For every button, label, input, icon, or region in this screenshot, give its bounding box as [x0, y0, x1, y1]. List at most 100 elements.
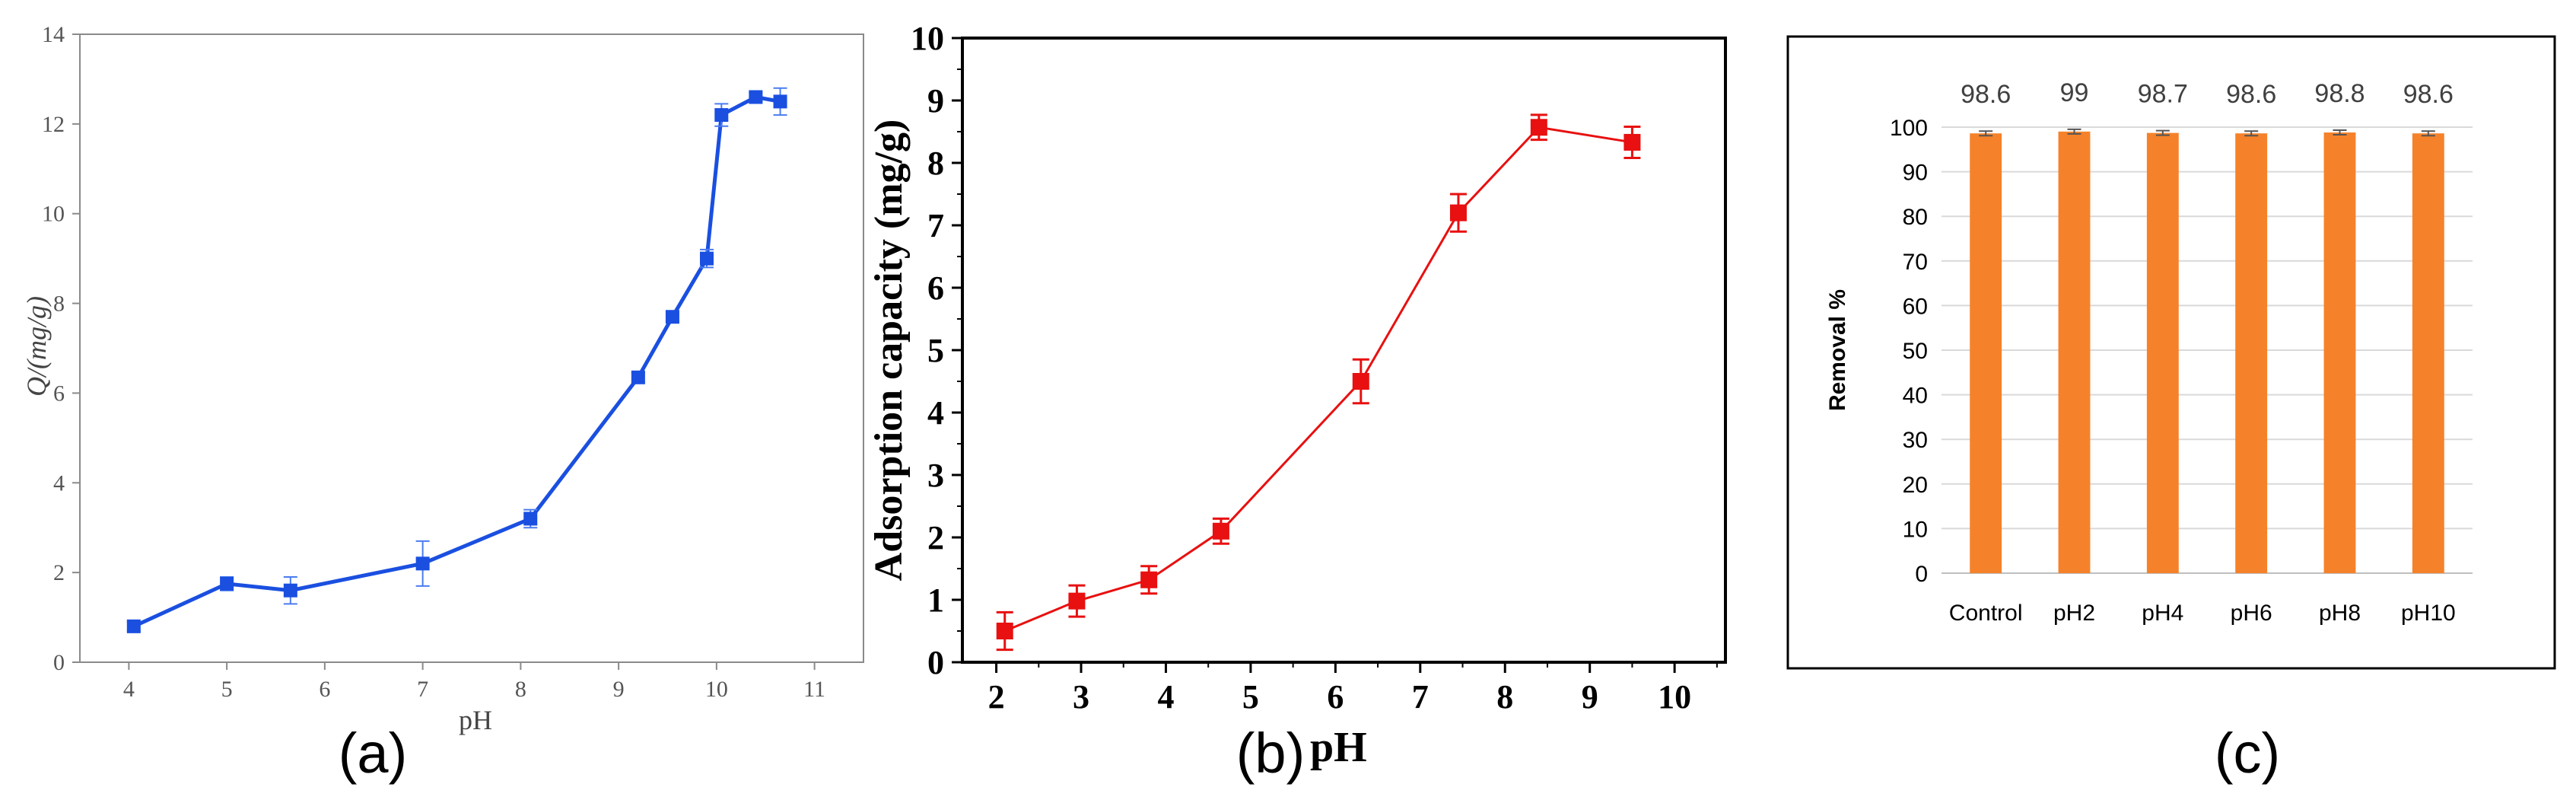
- panel-b-y-tick-label: 10: [911, 20, 944, 57]
- panel-a-y-tick-label: 8: [53, 292, 65, 317]
- panel-c-bar: [2235, 133, 2268, 574]
- panel-c-data-label: 98.8: [2314, 79, 2365, 108]
- panel-a-data-point: [749, 90, 763, 104]
- panel-b-y-axis-label: Adsorption capacity (mg/g): [867, 120, 911, 582]
- panel-c-x-tick-label: pH6: [2231, 601, 2272, 626]
- panel-b-x-tick-label: 10: [1658, 678, 1691, 716]
- panel-a-ticks: 4 5 6 7 8 9 10 11 0 2 4 6 8 10 12 14: [42, 22, 825, 702]
- panel-c-bar: [2146, 132, 2179, 574]
- panel-b-x-tick-label: 3: [1073, 678, 1089, 716]
- panel-c-y-tick-label: 10: [1903, 517, 1928, 542]
- panel-c-data-label: 98.6: [2226, 80, 2276, 109]
- panel-a-y-axis-label: Q/(mg/g): [21, 296, 52, 397]
- panel-c-chart: 98.6 99 98.7 98.6 98.8 98.6 0 10 20 30 40 50 60 70 80…: [1786, 35, 2556, 785]
- panel-c-x-tick-label: pH8: [2319, 601, 2361, 626]
- panel-b-y-tick-label: 1: [927, 582, 944, 619]
- panel-c-error-bar: [2067, 128, 2081, 135]
- panel-c-data-label: 98.7: [2138, 80, 2188, 109]
- panel-a-data-point: [773, 94, 787, 109]
- panel-c-bar: [2058, 131, 2091, 574]
- panel-a-y-tick-label: 0: [53, 650, 65, 675]
- panel-c-y-tick-label: 60: [1903, 294, 1928, 319]
- panel-c-gridlines: [1942, 126, 2473, 574]
- panel-a-y-tick-label: 6: [53, 381, 65, 406]
- panel-b-x-tick-label: 9: [1582, 678, 1598, 716]
- panel-c-bars: 98.6 99 98.7 98.6 98.8 98.6: [1961, 78, 2454, 574]
- panel-c-y-axis-label: Removal %: [1825, 289, 1850, 411]
- panel-c-outer-frame: [1786, 35, 2556, 670]
- panel-a-x-axis-label: pH: [459, 705, 492, 735]
- panel-c-y-tick-label: 100: [1890, 116, 1928, 141]
- panel-a-data-point: [700, 251, 714, 266]
- panel-b-label: (b): [1236, 722, 1305, 785]
- panel-a-x-tick-label: 10: [705, 677, 728, 702]
- panel-c-error-bar: [2421, 130, 2435, 137]
- panel-c-error-bar: [1979, 130, 1993, 137]
- panel-b-data-point: [1068, 592, 1086, 610]
- panel-a-x-tick-label: 5: [221, 677, 233, 702]
- panel-c-x-tick-label: pH4: [2142, 601, 2183, 626]
- panel-c-y-tick-label: 30: [1903, 428, 1928, 453]
- panel-c-data-label: 98.6: [2403, 80, 2454, 109]
- panel-c-y-tick-label: 50: [1903, 339, 1928, 364]
- panel-b-series: [996, 113, 1641, 652]
- panel-a-data-point: [523, 512, 538, 526]
- panel-a-x-tick-label: 11: [803, 677, 825, 702]
- panel-a-series-line: [132, 94, 781, 629]
- panel-b-data-point: [1140, 571, 1158, 588]
- panel-c-ticks: 0 10 20 30 40 50 60 70 80 90 100 Control pH2 pH4 pH6 pH…: [1890, 116, 2456, 626]
- panel-a-y-tick-label: 12: [42, 112, 65, 137]
- panel-b-data-point: [1530, 119, 1547, 136]
- panel-b-y-tick-label: 7: [927, 207, 944, 244]
- panel-a-data-point: [126, 619, 141, 633]
- panel-a-y-tick-label: 10: [42, 202, 65, 227]
- panel-c-error-bar: [2333, 129, 2347, 136]
- panel-b-chart: 2 3 4 5 6 7 8 9 10 0 1 2 3 4 5 6 7 8 9 10 (b) pH Adsorption…: [867, 20, 1727, 785]
- panel-b-y-tick-label: 3: [927, 457, 944, 494]
- panel-c-bar: [2323, 132, 2356, 574]
- panel-a-chart: 4 5 6 7 8 9 10 11 0 2 4 6 8 10 12 14 pH Q/(mg/g) (a): [21, 22, 864, 785]
- panel-c-y-tick-label: 90: [1903, 161, 1928, 186]
- panel-b-y-tick-label: 9: [927, 82, 944, 120]
- panel-a-data-point: [283, 583, 297, 598]
- panel-c-y-tick-label: 70: [1903, 250, 1928, 275]
- panel-c-y-tick-label: 20: [1903, 473, 1928, 498]
- panel-a-x-tick-label: 9: [613, 677, 625, 702]
- panel-b-y-tick-label: 8: [927, 145, 944, 182]
- panel-b-y-tick-label: 5: [927, 332, 944, 369]
- panel-c-y-tick-label: 40: [1903, 384, 1928, 409]
- panel-b-x-tick-label: 6: [1327, 678, 1344, 716]
- panel-c-data-label: 99: [2060, 78, 2089, 107]
- panel-a-y-tick-label: 14: [42, 22, 65, 47]
- panel-b-series-line: [1004, 126, 1633, 633]
- panel-c-y-tick-label: 80: [1903, 205, 1928, 230]
- panel-b-x-tick-label: 4: [1157, 678, 1174, 716]
- panel-b-y-tick-label: 4: [927, 394, 944, 432]
- panel-a-x-tick-label: 7: [417, 677, 428, 702]
- panel-a-data-point: [415, 556, 430, 571]
- panel-a-x-tick-label: 6: [319, 677, 330, 702]
- panel-a-series: [126, 87, 787, 633]
- panel-a-data-point: [631, 370, 645, 384]
- panel-c-label: (c): [2215, 722, 2280, 785]
- panel-c-error-bar: [2244, 130, 2259, 137]
- panel-c-bar: [1970, 133, 2002, 574]
- panel-b-y-tick-label: 0: [927, 644, 944, 681]
- panel-c-error-bar: [2155, 129, 2170, 136]
- panel-a-y-tick-label: 4: [53, 470, 65, 496]
- panel-a-x-tick-label: 4: [123, 677, 135, 702]
- panel-b-y-tick-label: 6: [927, 269, 944, 307]
- panel-b-x-axis-label: pH: [1310, 724, 1367, 771]
- panel-b-data-point: [1352, 373, 1369, 390]
- panel-c-x-tick-label: Control: [1949, 601, 2023, 626]
- panel-b-x-tick-label: 7: [1412, 678, 1429, 716]
- panel-a-plot-frame: [79, 33, 864, 663]
- panel-c-data-label: 98.6: [1961, 80, 2011, 109]
- panel-c-x-tick-label: pH2: [2053, 601, 2095, 626]
- panel-c-y-tick-label: 0: [1915, 562, 1928, 587]
- panel-b-data-point: [1624, 133, 1641, 151]
- panel-a-y-tick-label: 2: [53, 560, 65, 585]
- panel-b-x-tick-label: 5: [1242, 678, 1259, 716]
- panel-a-x-tick-label: 8: [515, 677, 526, 702]
